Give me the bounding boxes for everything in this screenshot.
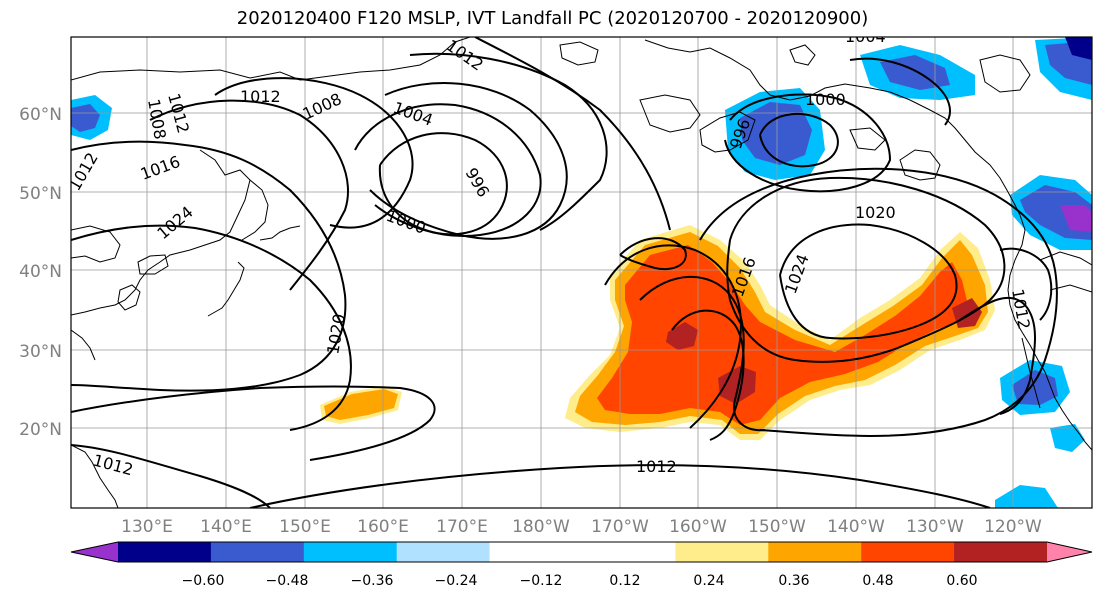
colorbar <box>70 541 1093 563</box>
isobar-label: 1012 <box>1008 287 1034 330</box>
lon-label: 120°W <box>984 517 1042 537</box>
colorbar-tick-label: −0.24 <box>435 573 478 589</box>
lon-label: 180°W <box>512 517 570 537</box>
colorbar-tick-label: 0.36 <box>778 573 809 589</box>
lon-label: 150°E <box>279 517 331 537</box>
coastlines <box>71 37 1092 508</box>
colorbar-segment <box>1047 542 1092 562</box>
colorbar-tick-label: −0.60 <box>182 573 225 589</box>
isobar-label: 996 <box>462 165 494 201</box>
isobar-labels: 1012 1008 1012 1016 1012 1024 1008 1004 … <box>71 27 1034 479</box>
lat-label: 60°N <box>19 105 62 125</box>
colorbar-outline <box>70 541 1093 563</box>
isobar-label: 1012 <box>443 36 487 75</box>
lon-label: 130°E <box>121 517 173 537</box>
isobar-label: 1016 <box>138 152 183 184</box>
colorbar-tick-labels: −0.60 −0.48 −0.36 −0.24 −0.12 0.12 0.24 … <box>182 573 978 589</box>
colorbar-segment <box>118 542 212 562</box>
lon-label: 140°W <box>827 517 885 537</box>
colorbar-segment <box>861 542 955 562</box>
lat-label: 30°N <box>19 342 62 362</box>
colorbar-tick-label: −0.12 <box>520 573 563 589</box>
colorbar-tick-label: −0.36 <box>351 573 394 589</box>
colorbar-segment <box>582 542 676 562</box>
isobar-label: 1000 <box>384 206 429 238</box>
lat-label: 40°N <box>19 262 62 282</box>
isobar-label: 1012 <box>636 457 677 476</box>
lon-label: 160°W <box>669 517 727 537</box>
lon-label: 170°E <box>436 517 488 537</box>
isobar-label: 1024 <box>153 202 196 243</box>
colorbar-segment <box>396 542 491 562</box>
lon-label: 140°E <box>200 517 252 537</box>
isobar-label: 1008 <box>144 97 170 140</box>
isobar-label: 1008 <box>300 89 345 123</box>
lat-label: 20°N <box>19 420 62 440</box>
latitude-labels: 60°N 50°N 40°N 30°N 20°N <box>19 105 62 440</box>
isobar-label: 1012 <box>240 87 281 106</box>
colorbar-tick-label: 0.24 <box>693 573 724 589</box>
lon-label: 170°W <box>591 517 649 537</box>
lat-label: 50°N <box>19 184 62 204</box>
isobar-label: 1004 <box>845 27 886 46</box>
map-frame <box>70 36 1093 509</box>
colorbar-segment <box>210 542 305 562</box>
colorbar-tick-label: −0.48 <box>266 573 309 589</box>
isobar-label: 1000 <box>805 90 846 109</box>
isobar-label: 1020 <box>855 203 896 222</box>
isobars <box>71 37 1058 508</box>
colorbar-segment <box>489 542 583 562</box>
colorbar-segment <box>768 542 862 562</box>
colorbar-tick-label: 0.48 <box>862 573 893 589</box>
colorbar-segment <box>303 542 398 562</box>
longitude-labels: 130°E 140°E 150°E 160°E 170°E 180°W 170°… <box>121 517 1042 537</box>
colorbar-tick-label: 0.12 <box>609 573 640 589</box>
lon-label: 150°W <box>748 517 806 537</box>
map-title: 2020120400 F120 MSLP, IVT Landfall PC (2… <box>236 8 869 29</box>
colorbar-segment <box>71 542 118 562</box>
lon-label: 130°W <box>906 517 964 537</box>
lon-label: 160°E <box>357 517 409 537</box>
colorbar-segment <box>675 542 769 562</box>
colorbar-segment <box>954 542 1048 562</box>
colorbar-tick-label: 0.60 <box>946 573 977 589</box>
isobar-label: 1020 <box>323 312 349 355</box>
